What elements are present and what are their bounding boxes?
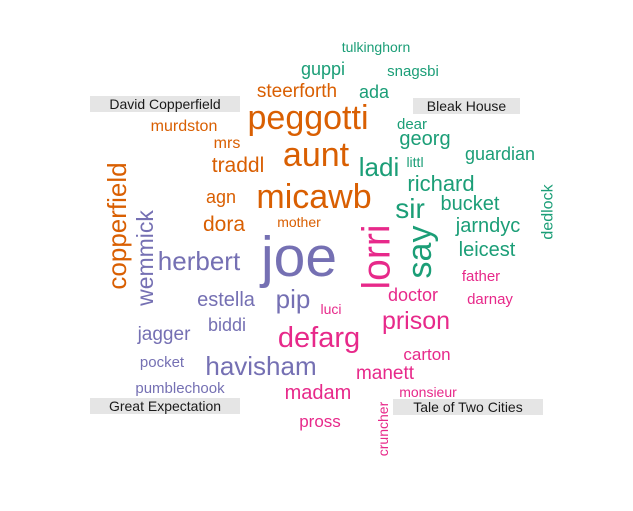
word-joe: joe xyxy=(259,225,337,289)
word-pross: pross xyxy=(299,412,341,431)
group-label-box xyxy=(90,398,240,414)
word-pocket: pocket xyxy=(140,354,185,371)
group-label-box xyxy=(90,96,240,112)
word-micawb: micawb xyxy=(256,178,371,216)
word-dear: dear xyxy=(397,116,427,133)
word-carton: carton xyxy=(403,345,450,364)
word-prison: prison xyxy=(382,307,450,335)
group-label-text: Bleak House xyxy=(427,98,507,114)
group-label-2: Great Expectation xyxy=(90,398,240,414)
word-havisham: havisham xyxy=(205,351,316,381)
word-dedlock: dedlock xyxy=(540,183,557,239)
group-label-0: David Copperfield xyxy=(90,96,240,112)
word-snagsbi: snagsbi xyxy=(387,63,439,80)
word-luci: luci xyxy=(320,301,341,317)
word-doctor: doctor xyxy=(388,285,438,305)
word-leicest: leicest xyxy=(459,239,516,261)
word-murdston: murdston xyxy=(151,118,218,135)
word-lorri: lorri xyxy=(356,225,399,290)
group-label-text: Great Expectation xyxy=(109,398,221,414)
group-label-1: Bleak House xyxy=(413,98,520,114)
word-pumblechook: pumblechook xyxy=(135,380,225,397)
word-littl: littl xyxy=(406,154,423,170)
word-monsieur: monsieur xyxy=(399,384,457,400)
word-father: father xyxy=(462,268,500,285)
word-manett: manett xyxy=(356,363,415,384)
word-guardian: guardian xyxy=(465,144,535,164)
group-label-box xyxy=(393,399,543,415)
word-georg: georg xyxy=(399,128,450,150)
word-copperfield: copperfield xyxy=(102,162,132,289)
word-guppi: guppi xyxy=(301,59,345,79)
word-herbert: herbert xyxy=(158,246,241,276)
word-agn: agn xyxy=(206,187,236,207)
word-ladi: ladi xyxy=(359,152,399,182)
word-wemmick: wemmick xyxy=(132,210,158,307)
word-mother: mother xyxy=(277,214,321,230)
word-jagger: jagger xyxy=(137,324,191,345)
word-cruncher: cruncher xyxy=(375,401,391,456)
word-peggotti: peggotti xyxy=(248,99,369,137)
word-traddl: traddl xyxy=(212,154,265,177)
word-dora: dora xyxy=(203,213,245,236)
word-biddi: biddi xyxy=(208,315,246,335)
word-pip: pip xyxy=(276,284,311,314)
word-defarg: defarg xyxy=(278,322,360,354)
group-label-text: David Copperfield xyxy=(109,96,220,112)
group-labels: David Copperfield Bleak House Great Expect… xyxy=(90,96,543,415)
word-mrs: mrs xyxy=(214,135,241,152)
word-jarndyc: jarndyc xyxy=(455,215,520,237)
word-richard: richard xyxy=(407,171,474,196)
word-madam: madam xyxy=(285,382,352,404)
word-sir: sir xyxy=(395,193,425,224)
word-bucket: bucket xyxy=(441,193,500,215)
group-label-text: Tale of Two Cities xyxy=(413,399,522,415)
word-estella: estella xyxy=(197,289,256,311)
word-steerforth: steerforth xyxy=(257,81,337,102)
word-ada: ada xyxy=(359,82,390,102)
group-label-box xyxy=(413,98,520,114)
word-tulkinghorn: tulkinghorn xyxy=(342,39,411,55)
group-label-3: Tale of Two Cities xyxy=(393,399,543,415)
word-darnay: darnay xyxy=(467,291,513,308)
word-say: say xyxy=(401,226,439,279)
word-aunt: aunt xyxy=(283,136,350,174)
